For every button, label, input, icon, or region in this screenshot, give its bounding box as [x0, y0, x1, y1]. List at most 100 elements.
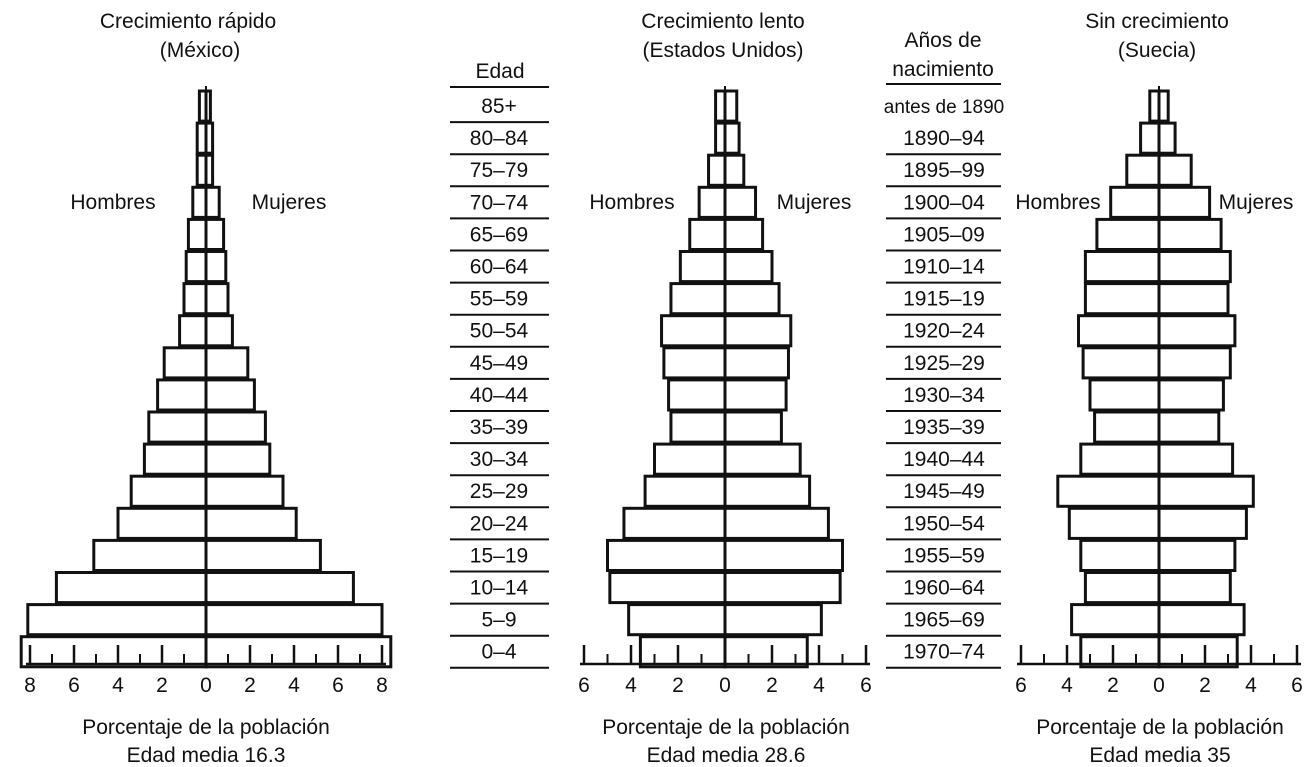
birth-year-label: 1905–09: [903, 223, 985, 246]
sweden-bar-men-75–79: [1125, 153, 1161, 187]
usa-bar-men-0–4: [638, 635, 727, 669]
birth-year-label: 1955–59: [903, 544, 985, 567]
birth-year-column: antes de 1890 1890–94 1895–99 1900–04 1905–0…: [884, 83, 1004, 669]
usa-tick-label--4: 4: [625, 674, 637, 697]
age-label: 65–69: [470, 223, 528, 246]
sweden-bar-men-55–59: [1083, 282, 1161, 316]
usa-bar-women-55–59: [723, 282, 781, 316]
sweden-bar-men-65–69: [1095, 217, 1161, 251]
birth-year-label: 1890–94: [903, 127, 985, 150]
sweden-bar-men-10–14: [1083, 571, 1161, 605]
usa-tick-label-4: 4: [813, 674, 825, 697]
usa-bar-women-75–79: [723, 153, 746, 187]
sweden-bar-women-15–19: [1157, 538, 1237, 573]
mexico-bar-women-65–69: [204, 217, 226, 251]
usa-tick-label-6: 6: [860, 674, 872, 697]
mexico-bar-men-0–4: [19, 635, 208, 669]
mexico-bar-women-15–19: [204, 538, 322, 573]
usa-title: Crecimiento lento: [641, 10, 804, 33]
mexico-bar-men-65–69: [186, 217, 208, 251]
usa-bar-women-20–24: [723, 506, 830, 540]
mexico-title: Crecimiento rápido: [100, 10, 276, 33]
sweden-tick-label--6: 6: [1015, 674, 1027, 697]
age-label: 0–4: [481, 641, 516, 664]
mexico-tick-label-6: 6: [332, 674, 344, 697]
sweden-bar-women-85+: [1157, 89, 1170, 123]
usa-bar-women-45–49: [723, 346, 790, 380]
sweden-bar-women-60–64: [1157, 250, 1232, 284]
usa-bar-women-30–34: [723, 442, 802, 476]
age-label: 75–79: [470, 159, 528, 182]
sweden-bar-women-30–34: [1157, 442, 1235, 476]
mexico-bar-women-40–44: [204, 378, 256, 412]
sweden-tick-label--2: 2: [1107, 674, 1119, 697]
birth-year-label: 1915–19: [903, 288, 985, 311]
sweden-bar-men-40–44: [1088, 378, 1161, 412]
mexico-bar-women-25–29: [204, 474, 285, 508]
usa-bar-women-70–74: [723, 185, 758, 219]
sweden-bar-women-0–4: [1157, 635, 1239, 669]
usa-men-label: Hombres: [589, 191, 674, 214]
sweden-bar-men-80–84: [1139, 121, 1161, 155]
sweden-tick-label-2: 2: [1199, 674, 1211, 697]
mexico-tick-label--2: 2: [156, 674, 168, 697]
sweden-men-label: Hombres: [1015, 191, 1100, 214]
age-label: 80–84: [470, 127, 529, 150]
usa-bar-men-50–54: [660, 314, 727, 348]
mexico-bar-women-35–39: [204, 410, 267, 444]
birth-year-label: 1960–64: [903, 577, 985, 600]
sweden-women-label: Mujeres: [1219, 191, 1294, 214]
birth-year-label: antes de 1890: [884, 97, 1004, 118]
sweden-bar-men-15–19: [1079, 538, 1161, 573]
age-column-header: Edad: [475, 60, 524, 83]
mexico-bar-men-40–44: [156, 378, 208, 412]
usa-bar-men-45–49: [662, 346, 727, 380]
mexico-bar-men-10–14: [54, 571, 208, 605]
mexico-bar-women-50–54: [204, 314, 234, 348]
mexico-bar-women-10–14: [204, 571, 355, 605]
usa-tick-label--6: 6: [578, 674, 590, 697]
mexico-bar-women-70–74: [204, 185, 221, 219]
usa-median-age: Edad media 28.6: [647, 744, 806, 767]
usa-bar-women-80–84: [723, 121, 741, 155]
mexico-bar-men-25–29: [129, 474, 208, 508]
mexico-bar-men-60–64: [184, 250, 208, 284]
birth-year-label: 1910–14: [903, 256, 985, 279]
birth-year-label: 1950–54: [903, 512, 985, 535]
sweden-pyramid: 6 4 2 0 2 4 6: [1015, 86, 1303, 697]
usa-bar-women-5–9: [723, 603, 823, 637]
sweden-bar-men-25–29: [1056, 474, 1161, 508]
mexico-median-age: Edad media 16.3: [127, 744, 286, 767]
mexico-men-label: Hombres: [70, 191, 155, 214]
usa-bar-men-5–9: [627, 603, 727, 637]
age-label: 35–39: [470, 416, 528, 439]
sweden-bar-men-45–49: [1081, 346, 1161, 380]
age-label: 30–34: [470, 448, 529, 471]
usa-bar-men-10–14: [608, 571, 727, 605]
usa-tick-label-2: 2: [766, 674, 778, 697]
sweden-bar-women-10–14: [1157, 571, 1232, 605]
usa-pyramid: 6 4 2 0 2 4 6: [578, 86, 872, 697]
sweden-bar-women-40–44: [1157, 378, 1225, 412]
usa-bar-men-15–19: [606, 538, 727, 573]
mexico-bar-women-0–4: [204, 635, 393, 669]
usa-bar-men-25–29: [643, 474, 727, 508]
mexico-bar-women-5–9: [204, 603, 384, 637]
mexico-bar-women-45–49: [204, 346, 250, 380]
mexico-xlabel: Porcentaje de la población: [82, 716, 330, 739]
mexico-bar-men-50–54: [178, 314, 208, 348]
age-label: 5–9: [481, 609, 516, 632]
mexico-tick-label--6: 6: [68, 674, 80, 697]
sweden-bar-women-35–39: [1157, 410, 1221, 444]
sweden-bar-women-45–49: [1157, 346, 1232, 380]
usa-bar-women-60–64: [723, 250, 774, 284]
sweden-tick-label--4: 4: [1061, 674, 1073, 697]
usa-bar-men-70–74: [697, 185, 727, 219]
mexico-bar-men-15–19: [92, 538, 208, 573]
birth-year-label: 1895–99: [903, 159, 985, 182]
birth-year-label: 1935–39: [903, 416, 985, 439]
mexico-bar-women-60–64: [204, 250, 228, 284]
usa-bar-women-10–14: [723, 571, 842, 605]
usa-women-label: Mujeres: [777, 191, 852, 214]
mexico-women-label: Mujeres: [252, 191, 327, 214]
